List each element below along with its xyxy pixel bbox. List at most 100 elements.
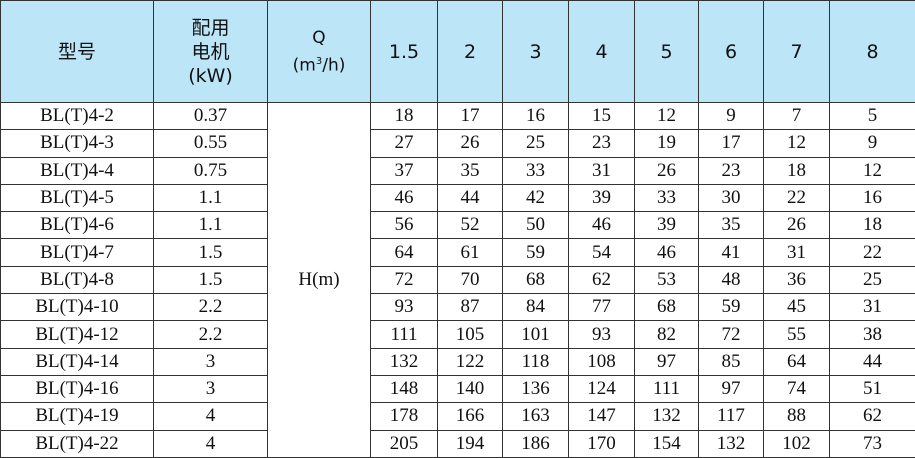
table-row: BL(T)4-19 4 178 166 163 147 132 117 88 62 xyxy=(0,402,915,431)
head-value-cell: 5 xyxy=(829,101,915,131)
head-value-cell: 124 xyxy=(568,374,635,404)
head-value-cell: 88 xyxy=(763,402,830,431)
head-value-cell: 50 xyxy=(502,211,569,240)
head-value-cell: 97 xyxy=(634,347,699,376)
head-value-cell: 132 xyxy=(698,429,764,458)
table-row: BL(T)4-22 4 205 194 186 170 154 132 102 73 xyxy=(0,429,915,458)
head-value-cell: 7 xyxy=(763,101,830,131)
q-unit-sup: 3 xyxy=(315,55,323,67)
power-cell: 0.37 xyxy=(153,101,268,131)
table-row: BL(T)4-2 0.37 H(m) 18 17 16 15 12 9 7 5 xyxy=(0,101,915,458)
model-cell: BL(T)4-8 xyxy=(0,265,154,295)
head-value-cell: 68 xyxy=(634,293,699,322)
head-value-cell: 31 xyxy=(568,156,635,185)
head-value-cell: 73 xyxy=(829,429,915,458)
head-value-cell: 132 xyxy=(370,347,438,376)
table-row: BL(T)4-5 1.1 46 44 42 39 33 30 22 16 xyxy=(0,183,915,213)
head-value-cell: 46 xyxy=(634,238,699,267)
head-value-cell: 194 xyxy=(437,429,503,458)
table-row: BL(T)4-12 2.2 111 105 101 93 82 72 55 38 xyxy=(0,320,915,349)
head-value-cell: 38 xyxy=(829,320,915,349)
head-value-cell: 22 xyxy=(829,238,915,267)
power-cell: 3 xyxy=(153,347,268,376)
model-cell: BL(T)4-22 xyxy=(0,429,154,458)
head-value-cell: 35 xyxy=(698,211,764,240)
header-flow-8: 8 xyxy=(829,0,915,103)
table-row: BL(T)4-6 1.1 56 52 50 46 39 35 26 18 xyxy=(0,211,915,240)
head-value-cell: 37 xyxy=(370,156,438,185)
head-value-cell: 72 xyxy=(698,320,764,349)
head-value-cell: 82 xyxy=(634,320,699,349)
head-value-cell: 22 xyxy=(763,183,830,213)
header-motor-line1: 配用 xyxy=(191,16,230,39)
header-flow-2: 2 xyxy=(437,0,503,103)
header-motor-line2: 电机 xyxy=(191,40,230,63)
head-value-cell: 154 xyxy=(634,429,699,458)
head-value-cell: 18 xyxy=(829,211,915,240)
head-value-cell: 25 xyxy=(502,129,569,158)
head-value-cell: 74 xyxy=(763,374,830,404)
head-value-cell: 16 xyxy=(829,183,915,213)
head-value-cell: 19 xyxy=(634,129,699,158)
table-row: BL(T)4-16 3 148 140 136 124 111 97 74 51 xyxy=(0,374,915,404)
head-value-cell: 147 xyxy=(568,402,635,431)
header-flow-q: Q (m3/h) xyxy=(267,0,371,103)
head-value-cell: 105 xyxy=(437,320,503,349)
model-cell: BL(T)4-16 xyxy=(0,374,154,404)
head-value-cell: 55 xyxy=(763,320,830,349)
head-value-cell: 18 xyxy=(763,156,830,185)
table-row: BL(T)4-3 0.55 27 26 25 23 19 17 12 9 xyxy=(0,129,915,158)
head-value-cell: 41 xyxy=(698,238,764,267)
model-cell: BL(T)4-10 xyxy=(0,293,154,322)
head-value-cell: 54 xyxy=(568,238,635,267)
power-cell: 2.2 xyxy=(153,293,268,322)
head-value-cell: 39 xyxy=(634,211,699,240)
head-value-cell: 46 xyxy=(568,211,635,240)
head-value-cell: 64 xyxy=(370,238,438,267)
header-flow-1.5: 1.5 xyxy=(370,0,438,103)
head-value-cell: 27 xyxy=(370,129,438,158)
head-value-cell: 72 xyxy=(370,265,438,295)
head-label-cell: H(m) xyxy=(267,102,371,458)
head-value-cell: 15 xyxy=(568,101,635,131)
table-row: BL(T)4-8 1.5 72 70 68 62 53 48 36 25 xyxy=(0,265,915,295)
head-value-cell: 101 xyxy=(502,320,569,349)
head-value-cell: 52 xyxy=(437,211,503,240)
model-cell: BL(T)4-7 xyxy=(0,238,154,267)
power-cell: 1.5 xyxy=(153,265,268,295)
header-flow-4: 4 xyxy=(568,0,635,103)
power-cell: 0.75 xyxy=(153,156,268,185)
power-cell: 1.5 xyxy=(153,238,268,267)
head-value-cell: 31 xyxy=(763,238,830,267)
head-value-cell: 45 xyxy=(763,293,830,322)
head-value-cell: 17 xyxy=(698,129,764,158)
head-value-cell: 186 xyxy=(502,429,569,458)
head-value-cell: 108 xyxy=(568,347,635,376)
head-value-cell: 31 xyxy=(829,293,915,322)
head-value-cell: 30 xyxy=(698,183,764,213)
power-cell: 3 xyxy=(153,374,268,404)
head-value-cell: 163 xyxy=(502,402,569,431)
head-value-cell: 44 xyxy=(829,347,915,376)
header-flow-7: 7 xyxy=(763,0,830,103)
head-value-cell: 48 xyxy=(698,265,764,295)
header-motor-power: 配用 电机 (kW) xyxy=(153,0,268,103)
power-cell: 2.2 xyxy=(153,320,268,349)
table-row: BL(T)4-14 3 132 122 118 108 97 85 64 44 xyxy=(0,347,915,376)
head-value-cell: 23 xyxy=(568,129,635,158)
head-value-cell: 111 xyxy=(370,320,438,349)
head-value-cell: 56 xyxy=(370,211,438,240)
head-value-cell: 64 xyxy=(763,347,830,376)
header-flow-5: 5 xyxy=(634,0,699,103)
head-value-cell: 77 xyxy=(568,293,635,322)
head-value-cell: 140 xyxy=(437,374,503,404)
head-value-cell: 42 xyxy=(502,183,569,213)
head-value-cell: 85 xyxy=(698,347,764,376)
head-value-cell: 46 xyxy=(370,183,438,213)
head-value-cell: 170 xyxy=(568,429,635,458)
model-cell: BL(T)4-12 xyxy=(0,320,154,349)
head-value-cell: 35 xyxy=(437,156,503,185)
model-cell: BL(T)4-19 xyxy=(0,402,154,431)
table-row: BL(T)4-4 0.75 37 35 33 31 26 23 18 12 xyxy=(0,156,915,185)
